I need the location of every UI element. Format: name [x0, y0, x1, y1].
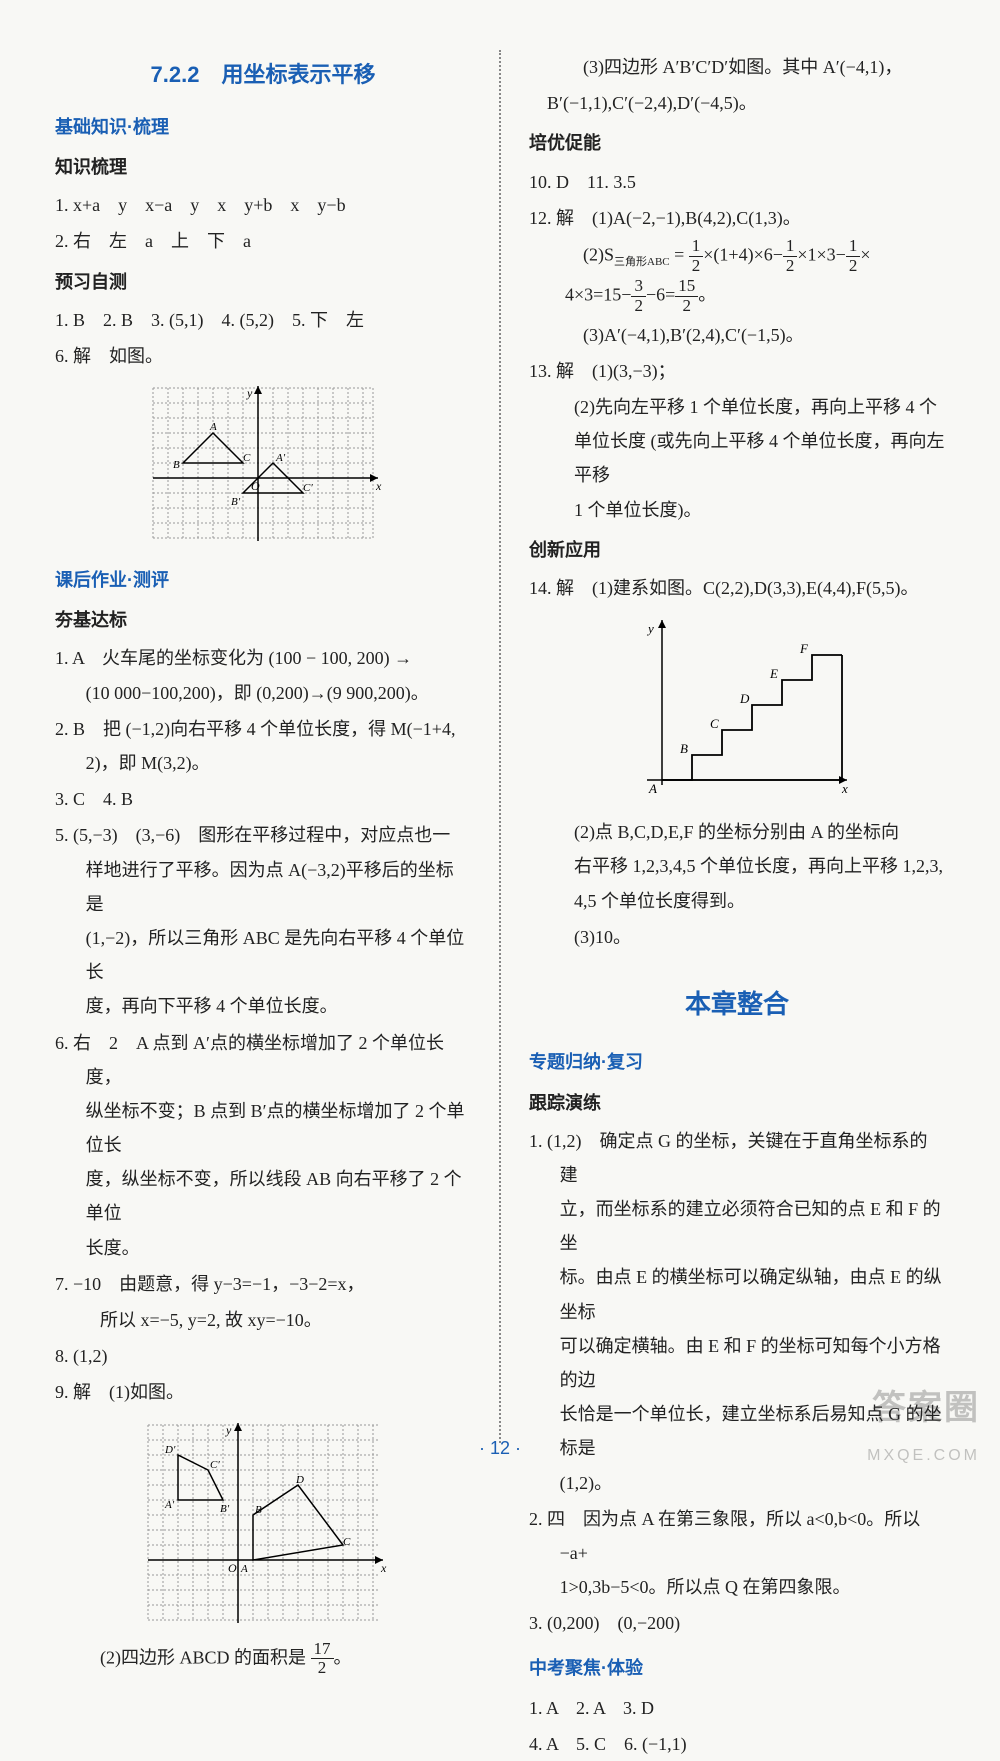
blue-head-homework: 课后作业·测评 [55, 563, 471, 597]
svg-text:C′: C′ [303, 482, 313, 494]
frac-12b-2: 12 [783, 237, 798, 275]
follow-q2: 2. 四 因为点 A 在第三象限，所以 a<0,b<0。所以 −a+ 1>0,3… [529, 1502, 945, 1605]
svg-text:B′: B′ [231, 496, 241, 508]
grid-figure-1: O x y A B C A′ B′ C′ [143, 383, 383, 553]
frac-17-2: 172 [311, 1640, 334, 1678]
blue-head-zhongkao: 中考聚焦·体验 [529, 1651, 945, 1685]
r12bpre: (2)S [583, 244, 614, 264]
head-innovate: 创新应用 [529, 533, 945, 567]
svg-text:B: B [255, 1504, 262, 1516]
watermark-small: MXQE.COM [867, 1441, 980, 1471]
homework-q6: 6. 右 2 A 点到 A′点的横坐标增加了 2 个单位长度， 纵坐标不变；B … [55, 1026, 471, 1265]
page-number: · 12 · [0, 1431, 1000, 1465]
section-title-722: 7.2.2 用坐标表示平移 [55, 54, 471, 96]
homework-q7a: 7. −10 由题意，得 y−3=−1，−3−2=x， [55, 1267, 471, 1301]
r1: (3)四边形 A′B′C′D′如图。其中 A′(−4,1)， [529, 50, 945, 84]
chapter-title: 本章整合 [529, 980, 945, 1029]
svg-text:C: C [710, 716, 719, 731]
svg-text:x: x [841, 781, 848, 796]
svg-text:A: A [648, 781, 657, 796]
blue-head-basics: 基础知识·梳理 [55, 110, 471, 144]
r1b: B′(−1,1),C′(−2,4),D′(−4,5)。 [529, 86, 945, 120]
knowledge-line-1: 1. x+a y x−a y x y+b x y−b [55, 188, 471, 222]
staircase-figure: A x y B C D E F [622, 615, 852, 805]
zk-line1: 1. A 2. A 3. D [529, 1691, 945, 1725]
svg-text:y: y [246, 386, 253, 400]
svg-text:F: F [799, 641, 809, 656]
pretest-line-2: 6. 解 如图。 [55, 339, 471, 373]
svg-text:x: x [380, 1561, 387, 1575]
head-boost: 培优促能 [529, 126, 945, 160]
svg-text:B′: B′ [220, 1503, 230, 1515]
homework-q9-2: (2)四边形 ABCD 的面积是 172。 [55, 1640, 471, 1678]
r13b: (2)先向左平移 1 个单位长度，再向上平移 4 个 单位长度 (或先向上平移 … [529, 390, 945, 527]
frac-12c-2: 152 [675, 277, 698, 315]
svg-text:O: O [228, 1561, 237, 1575]
zk-line2: 4. A 5. C 6. (−1,1) [529, 1727, 945, 1761]
r12d: (3)A′(−4,1),B′(2,4),C′(−1,5)。 [529, 318, 945, 352]
svg-text:A: A [209, 421, 217, 433]
svg-text:C: C [243, 452, 251, 464]
r12bmid3: ×1×3− [797, 244, 845, 264]
svg-text:A: A [240, 1563, 248, 1575]
r12bmid4: × [860, 244, 870, 264]
r12bsub: 三角形ABC [614, 256, 670, 268]
r12cmid: −6= [646, 285, 675, 305]
frac-12b-1: 12 [689, 237, 704, 275]
r14b: (2)点 B,C,D,E,F 的坐标分别由 A 的坐标向 右平移 1,2,3,4… [529, 815, 945, 918]
r12b: (2)S三角形ABC = 12×(1+4)×6−12×1×3−12× [529, 237, 945, 275]
homework-q9: 9. 解 (1)如图。 [55, 1375, 471, 1409]
svg-text:B: B [680, 741, 688, 756]
svg-text:E: E [769, 666, 778, 681]
watermark-big: 答案圈 [867, 1376, 980, 1441]
frac-12c-1: 32 [631, 277, 646, 315]
homework-q1: 1. A 火车尾的坐标变化为 (100 − 100, 200) → (10 00… [55, 641, 471, 709]
right-column: (3)四边形 A′B′C′D′如图。其中 A′(−4,1)， B′(−1,1),… [529, 50, 945, 1443]
r12bmid1: = [670, 244, 689, 264]
head-knowledge: 知识梳理 [55, 150, 471, 184]
q9-2-post: 。 [334, 1647, 352, 1667]
r14: 14. 解 (1)建系如图。C(2,2),D(3,3),E(4,4),F(5,5… [529, 571, 945, 605]
r12cpost: 。 [698, 285, 716, 305]
head-base: 夯基达标 [55, 603, 471, 637]
q9-2-pre: (2)四边形 ABCD 的面积是 [100, 1647, 311, 1667]
head-pretest: 预习自测 [55, 265, 471, 299]
left-column: 7.2.2 用坐标表示平移 基础知识·梳理 知识梳理 1. x+a y x−a … [55, 50, 471, 1443]
homework-q3: 3. C 4. B [55, 782, 471, 816]
homework-q7b: 所以 x=−5, y=2, 故 xy=−10。 [55, 1303, 471, 1337]
r10: 10. D 11. 3.5 [529, 165, 945, 199]
watermark: 答案圈 MXQE.COM [867, 1376, 980, 1471]
r13a: 13. 解 (1)(3,−3)； [529, 354, 945, 388]
homework-q5: 5. (5,−3) (3,−6) 图形在平移过程中，对应点也一 样地进行了平移。… [55, 818, 471, 1023]
frac-12b-3: 12 [846, 237, 861, 275]
follow-q3: 3. (0,200) (0,−200) [529, 1606, 945, 1640]
r12c: 4×3=15−32−6=152。 [529, 277, 945, 315]
svg-text:y: y [646, 621, 654, 636]
svg-text:A′: A′ [164, 1499, 175, 1511]
svg-text:B: B [173, 459, 180, 471]
r12a: 12. 解 (1)A(−2,−1),B(4,2),C(1,3)。 [529, 201, 945, 235]
r12cpre: 4×3=15− [565, 285, 631, 305]
r14c: (3)10。 [529, 920, 945, 954]
svg-text:A′: A′ [275, 452, 286, 464]
svg-text:x: x [375, 479, 382, 493]
svg-text:D: D [295, 1474, 304, 1486]
svg-text:D: D [739, 691, 750, 706]
head-follow: 跟踪演练 [529, 1086, 945, 1120]
r12bmid2: ×(1+4)×6− [703, 244, 783, 264]
knowledge-line-2: 2. 右 左 a 上 下 a [55, 224, 471, 258]
homework-q2: 2. B 把 (−1,2)向右平移 4 个单位长度，得 M(−1+4, 2)，即… [55, 712, 471, 780]
pretest-line-1: 1. B 2. B 3. (5,1) 4. (5,2) 5. 下 左 [55, 303, 471, 337]
homework-q8: 8. (1,2) [55, 1339, 471, 1373]
blue-head-topic: 专题归纳·复习 [529, 1045, 945, 1079]
column-divider [499, 50, 501, 1443]
svg-text:C: C [343, 1536, 351, 1548]
